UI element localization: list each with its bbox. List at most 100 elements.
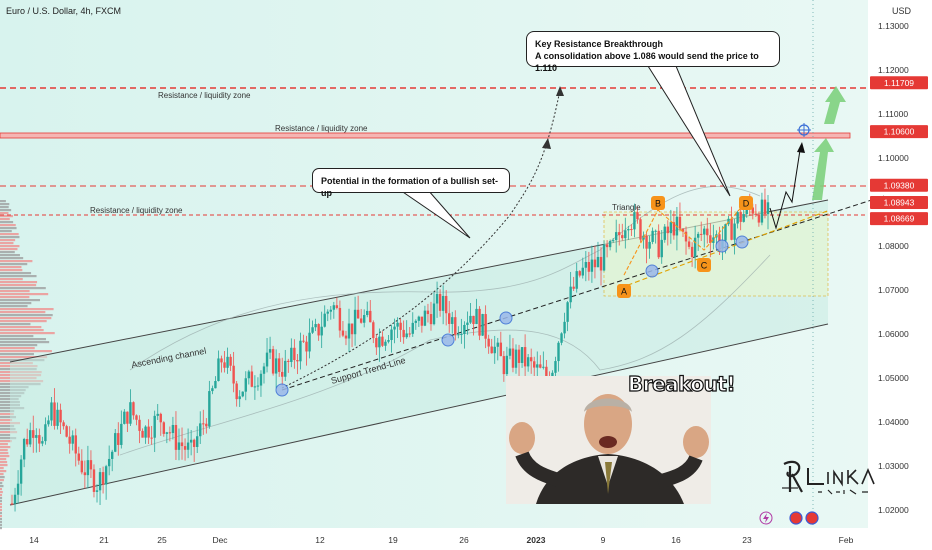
x-tick-label: 12: [315, 535, 325, 545]
candle: [199, 411, 202, 444]
touch-points: [275, 235, 749, 397]
candle: [611, 238, 615, 243]
candle: [429, 301, 433, 331]
candle: [341, 321, 345, 338]
brand-logo: [778, 458, 898, 498]
candle: [226, 347, 229, 374]
candle: [517, 344, 521, 378]
price-tag-label: 1.09380: [884, 180, 915, 190]
pattern-label-a: A: [617, 284, 631, 298]
price-tag-label: 1.11709: [884, 78, 914, 88]
candle: [584, 251, 588, 282]
touch-point: [275, 383, 289, 397]
candle: [123, 409, 126, 425]
candle: [44, 417, 47, 445]
candle: [560, 332, 563, 346]
candle: [411, 312, 414, 337]
candle: [681, 228, 685, 237]
candle: [107, 445, 111, 476]
pattern-label-b: B: [651, 196, 665, 210]
candle: [618, 223, 621, 246]
bullish-setup-text: Potential in the formation of a bullish …: [321, 176, 499, 198]
candle: [511, 338, 515, 373]
us-flag-icon[interactable]: [789, 511, 803, 525]
candle: [77, 446, 80, 465]
candle: [277, 352, 281, 377]
candle: [229, 354, 232, 372]
candle: [202, 409, 205, 435]
candle: [101, 466, 105, 494]
candle: [159, 412, 162, 436]
candle: [572, 276, 575, 292]
lower-band: [119, 254, 771, 456]
eu-flag-icon[interactable]: [805, 511, 819, 525]
price-tag: 1.10600: [870, 125, 928, 139]
svg-text:A: A: [621, 287, 627, 297]
candle: [693, 225, 697, 269]
candle: [129, 389, 132, 426]
candle: [135, 414, 138, 426]
candle: [757, 211, 761, 227]
svg-text:B: B: [655, 199, 661, 209]
y-tick-label: 1.07000: [878, 285, 909, 295]
candle: [730, 206, 733, 241]
candle: [250, 365, 254, 388]
x-tick-label: 9: [601, 535, 606, 545]
candle: [703, 225, 706, 248]
candle: [393, 318, 396, 344]
breakout-title: Key Resistance Breakthrough: [535, 39, 664, 49]
candle: [274, 349, 278, 389]
candle: [177, 428, 181, 461]
candle: [162, 421, 166, 437]
candle: [733, 219, 736, 255]
candle: [420, 316, 424, 333]
candle: [329, 305, 332, 320]
y-tick-label: 1.02000: [878, 505, 909, 515]
candle: [666, 220, 670, 246]
candle: [499, 331, 503, 357]
candle: [174, 411, 178, 461]
support-trend-line: [281, 195, 885, 391]
candle: [651, 227, 654, 245]
candle: [648, 235, 651, 259]
candle: [171, 416, 175, 440]
lightning-icon[interactable]: [759, 511, 773, 525]
projection-dotted-path: [281, 89, 561, 389]
candle: [320, 311, 323, 348]
candle: [138, 415, 141, 444]
candle: [196, 426, 199, 454]
event-icons[interactable]: [759, 511, 819, 525]
candle: [463, 321, 466, 349]
candle: [362, 309, 366, 328]
time-axis[interactable]: 14 21 25 Dec 12 19 26 2023 9 16 23 Feb: [29, 535, 853, 545]
svg-text:C: C: [701, 261, 708, 271]
candle: [35, 428, 38, 453]
candle: [414, 319, 418, 330]
candle: [657, 224, 660, 260]
candle: [472, 315, 475, 336]
candle: [402, 320, 405, 344]
touch-point: [715, 239, 729, 253]
candle: [183, 438, 187, 461]
candle: [253, 375, 257, 400]
y-tick-label: 1.05000: [878, 373, 909, 383]
candle: [350, 323, 354, 348]
candle: [457, 326, 460, 339]
touch-point: [735, 235, 749, 249]
candle: [487, 334, 490, 354]
candle: [68, 426, 71, 454]
candle: [399, 318, 402, 342]
x-tick-label: 19: [388, 535, 398, 545]
candle: [144, 425, 147, 444]
candle: [359, 308, 363, 324]
candle: [709, 223, 712, 258]
candle: [314, 318, 317, 332]
candle: [590, 245, 594, 283]
candle: [126, 411, 129, 433]
x-tick-label: 23: [742, 535, 752, 545]
candle: [493, 335, 496, 364]
candle: [150, 425, 153, 445]
candle: [375, 334, 378, 355]
touch-point: [645, 264, 659, 278]
